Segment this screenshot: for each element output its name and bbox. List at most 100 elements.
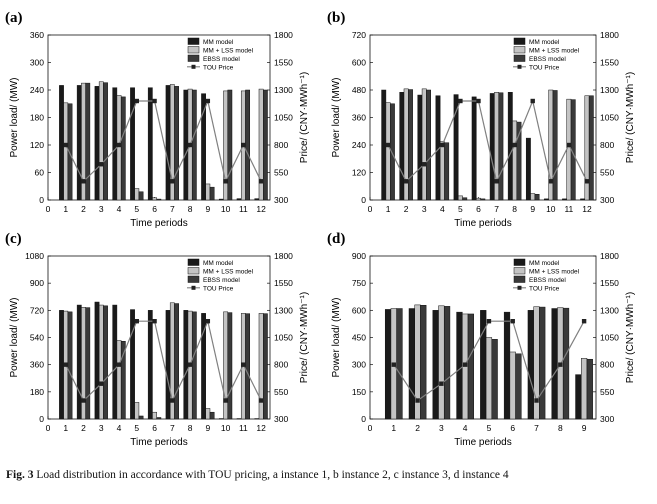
bar-lss	[205, 183, 211, 201]
legend-marker	[517, 64, 522, 69]
tou-price-point	[581, 319, 587, 324]
y2-axis-title: Price/ (CNY·MWh⁻¹)	[625, 292, 636, 383]
y-tick-label: 360	[30, 30, 44, 40]
bar-ebss	[209, 186, 215, 201]
bar-lss	[134, 402, 140, 420]
y2-axis-title: Price/ (CNY·MWh⁻¹)	[299, 292, 310, 383]
bar-ebss	[85, 307, 91, 420]
tou-price-line	[65, 319, 262, 403]
y-tick-label: 360	[352, 113, 366, 123]
y2-tick-label: 1300	[274, 85, 293, 95]
y2-tick-label: 1800	[274, 30, 293, 40]
x-tick-label: 1	[63, 423, 68, 433]
bar-ebss	[467, 313, 474, 420]
x-tick-label: 3	[99, 423, 104, 433]
tou-price-point	[403, 179, 409, 184]
tou-price-point	[385, 142, 391, 148]
bar-ebss	[245, 89, 251, 201]
x-tick-label: 7	[170, 204, 175, 214]
tou-price-point	[223, 398, 228, 403]
x-tick-label: 1	[391, 423, 396, 433]
legend-swatch	[513, 275, 526, 283]
legend-label: EBSS model	[529, 277, 566, 284]
legend-marker	[517, 285, 522, 290]
y2-tick-label: 550	[600, 387, 614, 397]
bar-ebss	[174, 303, 179, 420]
bar-lss	[438, 305, 445, 420]
bar-ebss	[552, 90, 558, 201]
y2-tick-label: 800	[274, 360, 288, 370]
x-tick-label: 5	[134, 204, 139, 214]
tou-price-point	[205, 319, 211, 324]
bar-ebss	[462, 197, 468, 201]
bar-lss	[116, 95, 122, 201]
bar-ebss	[67, 103, 73, 201]
legend-swatch	[187, 267, 200, 275]
y2-tick-label: 1300	[274, 305, 293, 315]
chart-panel-3: (c)0180360540720900108030055080010501300…	[5, 231, 310, 448]
panel-label: (d)	[327, 231, 345, 247]
x-axis-title: Time periods	[454, 437, 511, 448]
bar-mm	[94, 86, 100, 201]
bar-mm	[551, 308, 558, 420]
bar-mm	[76, 85, 82, 201]
y2-tick-label: 1550	[600, 278, 619, 288]
x-tick-label: 0	[46, 204, 51, 214]
y2-tick-label: 1300	[600, 85, 619, 95]
bar-ebss	[588, 95, 594, 201]
bar-lss	[258, 313, 264, 420]
bar-mm	[165, 85, 171, 201]
tou-price-point	[187, 142, 193, 148]
bar-ebss	[67, 311, 73, 420]
y-tick-label: 750	[352, 278, 366, 288]
x-tick-label: 10	[221, 423, 231, 433]
bar-mm	[76, 304, 82, 420]
tou-price-point	[152, 319, 157, 324]
y-tick-label: 600	[352, 58, 366, 68]
bar-mm	[580, 198, 586, 201]
x-tick-label: 9	[530, 204, 535, 214]
bar-mm	[94, 301, 100, 420]
y-tick-label: 600	[352, 305, 366, 315]
bar-ebss	[174, 86, 179, 201]
bar-mm	[507, 92, 513, 201]
tou-price-point	[116, 362, 122, 367]
bar-ebss	[138, 415, 144, 420]
bar-ebss	[85, 82, 91, 201]
bar-lss	[385, 102, 391, 201]
y2-tick-label: 300	[274, 414, 288, 424]
bar-mm	[183, 89, 189, 201]
bar-lss	[116, 340, 122, 420]
tou-price-point	[152, 98, 157, 104]
legend-label: MM + LSS model	[203, 269, 254, 276]
y-tick-label: 0	[39, 414, 44, 424]
bar-ebss	[426, 89, 431, 201]
bar-ebss	[408, 89, 413, 201]
tou-price-point	[170, 398, 175, 403]
y-tick-label: 480	[352, 85, 366, 95]
bar-mm	[201, 93, 206, 201]
x-tick-label: 4	[117, 423, 122, 433]
bar-mm	[201, 313, 206, 420]
y-tick-label: 300	[30, 58, 44, 68]
legend-swatch	[513, 54, 526, 62]
bar-mm	[112, 304, 118, 420]
y-axis-title: Power load/ (MW)	[9, 297, 20, 377]
y2-tick-label: 300	[600, 414, 614, 424]
legend-label: EBSS model	[203, 56, 240, 63]
tou-price-point	[458, 98, 463, 104]
bar-lss	[530, 193, 536, 201]
tou-price-point	[494, 179, 499, 184]
x-tick-label: 2	[81, 423, 86, 433]
bar-mm	[417, 94, 423, 201]
tou-price-point	[439, 381, 444, 386]
x-tick-label: 2	[404, 204, 409, 214]
bar-lss	[584, 95, 590, 201]
y2-tick-label: 1050	[274, 113, 293, 123]
bar-lss	[152, 197, 157, 201]
caption-text: Load distribution in accordance with TOU…	[36, 469, 509, 481]
bar-ebss	[227, 89, 233, 201]
legend-swatch	[187, 46, 200, 54]
bar-ebss	[389, 103, 395, 201]
bar-lss	[457, 195, 463, 201]
